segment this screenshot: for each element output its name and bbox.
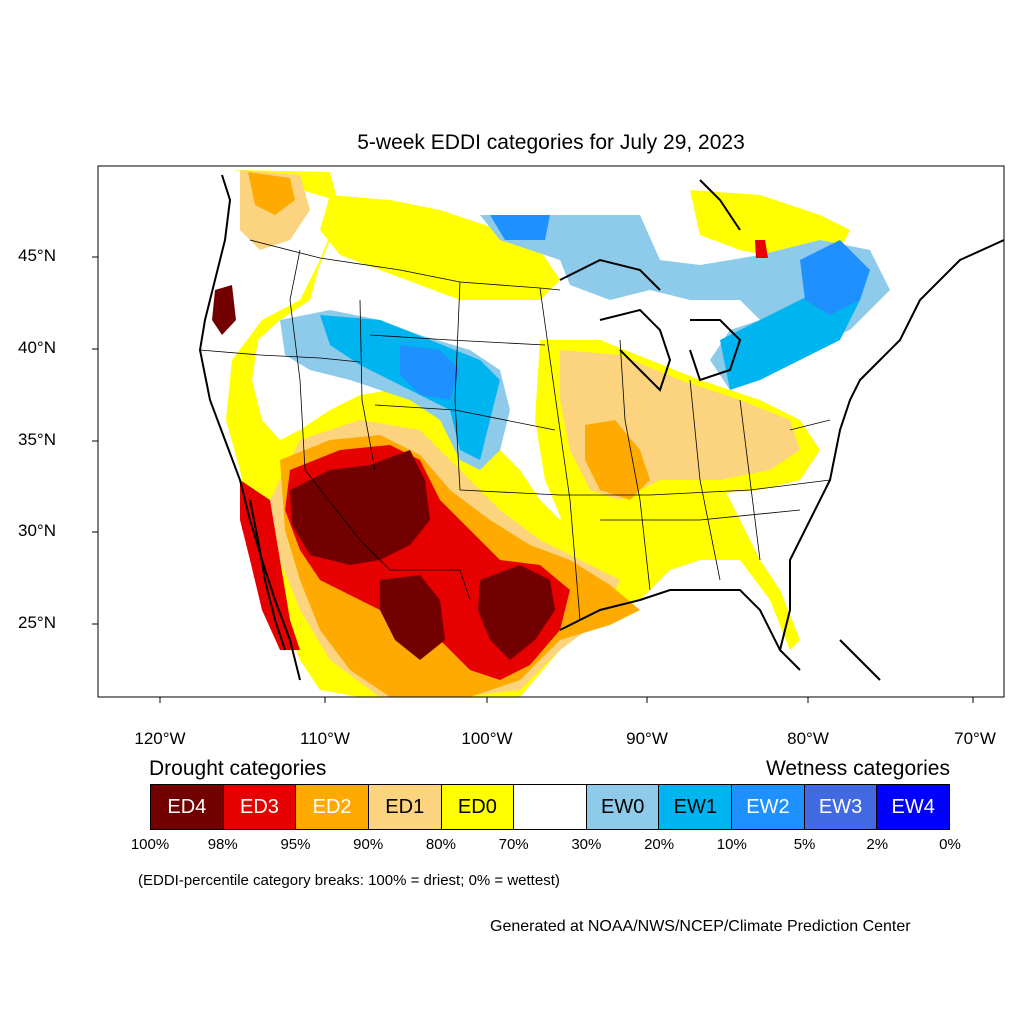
legend-break-label: 5% xyxy=(793,836,816,853)
lat-tick-label: 25°N xyxy=(18,613,56,632)
legend-color-bar: ED4 ED3 ED2 ED1 ED0 EW0 EW1 EW2 EW3 EW4 xyxy=(150,784,950,830)
map-border xyxy=(97,165,1005,698)
lon-tick-label: 120°W xyxy=(134,729,186,748)
lat-tick-label: 40°N xyxy=(18,338,56,357)
ed2-region-midwest xyxy=(585,420,650,500)
legend-break-label: 98% xyxy=(207,836,238,853)
legend-break-label: 10% xyxy=(716,836,747,853)
legend-category-ed4: ED4 xyxy=(151,785,224,829)
legend-break-label: 20% xyxy=(644,836,675,853)
category-field xyxy=(212,170,890,697)
legend-category-ew0: EW0 xyxy=(586,785,660,829)
coastlines xyxy=(198,174,1004,681)
wetness-heading: Wetness categories xyxy=(765,757,950,780)
credit-line: Generated at NOAA/NWS/NCEP/Climate Predi… xyxy=(490,918,911,935)
axis-ticks xyxy=(92,256,974,703)
legend-category-ed2: ED2 xyxy=(296,785,369,829)
ew2-region-northeast xyxy=(800,240,870,315)
legend-category-ew2: EW2 xyxy=(732,785,805,829)
lat-tick-label: 35°N xyxy=(18,430,56,449)
boundaries xyxy=(199,239,831,621)
legend-break-label: 95% xyxy=(280,836,311,853)
map-title: 5-week EDDI categories for July 29, 2023 xyxy=(357,131,745,154)
legend-break-label: 100% xyxy=(130,836,170,853)
legend-category-neutral xyxy=(514,785,587,829)
legend-category-ew1: EW1 xyxy=(659,785,733,829)
legend-break-label: 90% xyxy=(353,836,384,853)
legend-break-label: 80% xyxy=(425,836,456,853)
ed4-region-southwest xyxy=(290,450,430,565)
legend-category-ed0: ED0 xyxy=(441,785,515,829)
lon-tick-label: 80°W xyxy=(787,729,829,748)
legend-category-ew4: EW4 xyxy=(877,785,950,829)
ed3-spot-michigan xyxy=(755,240,768,258)
legend-category-ed1: ED1 xyxy=(368,785,442,829)
legend-category-ew3: EW3 xyxy=(804,785,878,829)
lat-tick-label: 30°N xyxy=(18,521,56,540)
ew2-region-rockies xyxy=(400,345,460,400)
lon-tick-label: 90°W xyxy=(626,729,668,748)
legend-category-ed3: ED3 xyxy=(223,785,297,829)
ed0-region-north xyxy=(320,195,560,300)
legend-break-label: 70% xyxy=(498,836,529,853)
ew1-region-rockies xyxy=(320,315,500,460)
ed4-region-texas xyxy=(478,565,555,660)
legend-break-label: 30% xyxy=(571,836,602,853)
drought-heading: Drought categories xyxy=(149,757,327,780)
legend-break-label: 2% xyxy=(866,836,889,853)
lon-tick-label: 110°W xyxy=(300,729,350,748)
ed4-region-oregon xyxy=(212,285,236,335)
legend-break-label: 0% xyxy=(939,836,961,853)
lat-tick-label: 45°N xyxy=(18,246,56,265)
ed4-region-newmexico xyxy=(380,575,445,660)
ew2-region-lake-superior xyxy=(490,215,550,240)
ed2-region-northwest xyxy=(248,172,295,215)
lon-tick-label: 100°W xyxy=(461,729,513,748)
lon-tick-label: 70°W xyxy=(954,729,996,748)
breaks-note: (EDDI-percentile category breaks: 100% =… xyxy=(138,872,560,889)
